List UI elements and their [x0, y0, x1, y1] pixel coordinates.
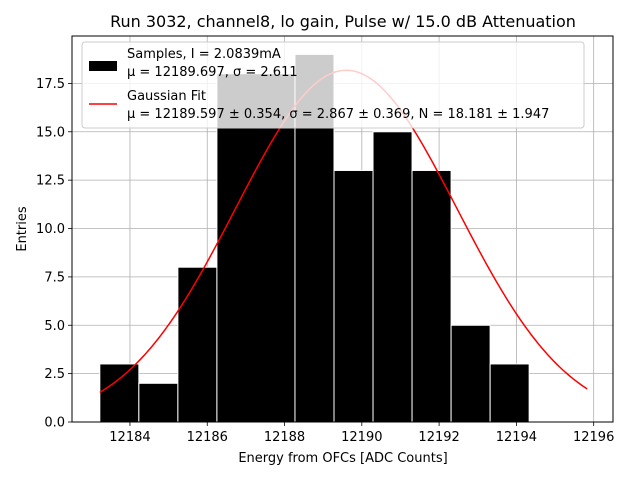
x-tick-label: 12188 [264, 430, 305, 445]
y-tick-label: 7.5 [44, 270, 65, 285]
chart-title: Run 3032, channel8, lo gain, Pulse w/ 15… [110, 12, 576, 31]
y-tick-label: 10.0 [36, 222, 65, 237]
histogram-bar [138, 382, 179, 423]
x-tick-label: 12186 [187, 430, 228, 445]
histogram-bar [177, 266, 218, 423]
y-tick-label: 0.0 [44, 416, 65, 431]
x-tick-label: 12190 [341, 430, 382, 445]
y-axis-ticks: 0.0 2.5 5.0 7.5 10.0 12.5 15.0 17.5 [36, 77, 72, 431]
y-tick-label: 2.5 [44, 367, 65, 382]
legend: Samples, I = 2.0839mA μ = 12189.697, σ =… [81, 41, 585, 129]
legend-fit-line1: Gaussian Fit [127, 89, 206, 104]
histogram-bars [99, 53, 530, 423]
x-tick-label: 12192 [418, 430, 459, 445]
y-tick-label: 5.0 [44, 319, 65, 334]
histogram-bar [99, 363, 140, 423]
legend-box [81, 41, 585, 129]
x-axis-ticks: 12184 12186 12188 12190 12192 12194 12196 [109, 422, 614, 445]
y-tick-label: 15.0 [36, 125, 65, 140]
histogram-bar [411, 169, 452, 423]
x-axis-label: Energy from OFCs [ADC Counts] [238, 451, 447, 466]
x-tick-label: 12194 [496, 430, 537, 445]
y-tick-label: 12.5 [36, 174, 65, 189]
legend-samples-line1: Samples, I = 2.0839mA [127, 47, 281, 62]
y-axis-label: Entries [15, 206, 30, 252]
legend-fit-line2: μ = 12189.597 ± 0.354, σ = 2.867 ± 0.369… [127, 107, 549, 122]
legend-samples-line2: μ = 12189.697, σ = 2.611 [127, 65, 298, 80]
histogram-bar [216, 73, 296, 423]
legend-samples-swatch [89, 61, 117, 71]
x-tick-label: 12196 [573, 430, 614, 445]
histogram-bar [333, 169, 374, 423]
y-tick-label: 17.5 [36, 77, 65, 92]
x-tick-label: 12184 [109, 430, 150, 445]
plot-frame [71, 35, 614, 423]
histogram-bar [372, 131, 413, 423]
histogram-bar [450, 324, 491, 423]
histogram-bar [489, 363, 530, 423]
